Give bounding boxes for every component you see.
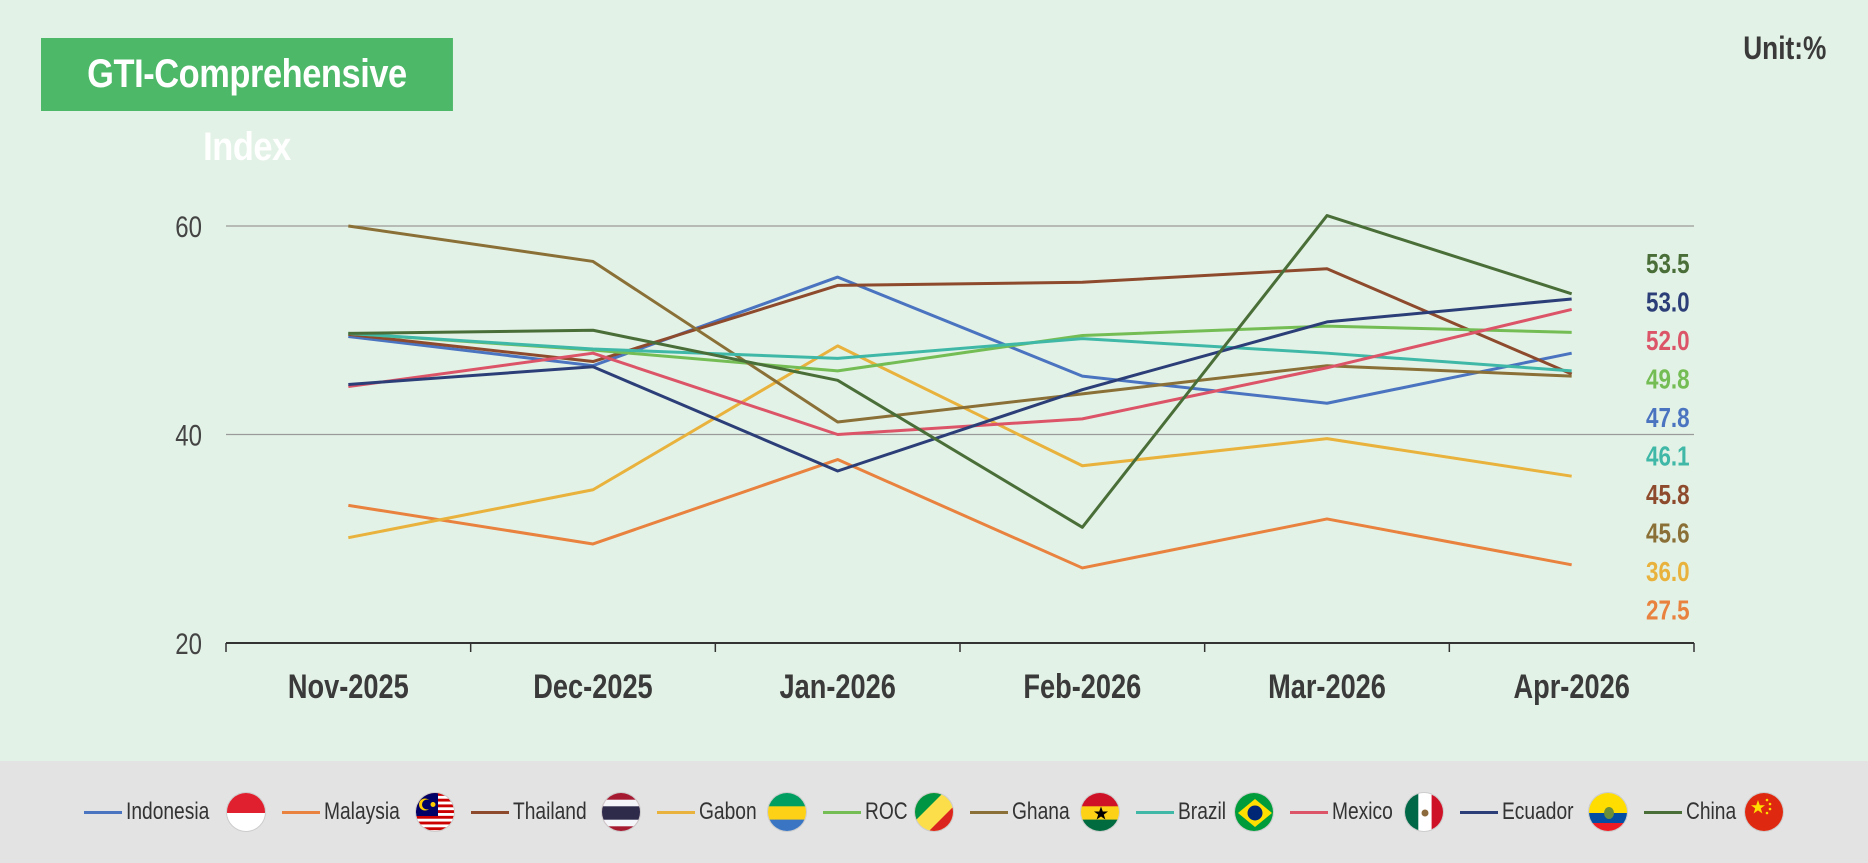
end-label-ghana: 45.6 <box>1646 518 1690 549</box>
legend-label: ROC <box>864 798 908 825</box>
roc-flag-icon <box>914 792 955 832</box>
legend-swatch <box>281 810 320 814</box>
chart-title: GTI-Comprehensive Index <box>41 38 453 169</box>
legend-item-roc: ROC <box>822 792 955 832</box>
indonesia-flag-icon <box>225 792 266 832</box>
legend-label: Ecuador <box>1502 798 1574 825</box>
legend-swatch <box>1136 810 1175 814</box>
x-tick-label: Nov-2025 <box>288 667 409 706</box>
malaysia-flag-icon <box>414 792 455 832</box>
x-tick-label: Jan-2026 <box>779 667 895 706</box>
line-chart: 20 40 60 Nov-2025 Dec-2025 Jan-2026 Feb-2026 Ma… <box>175 209 1695 706</box>
gabon-flag-icon <box>766 792 807 832</box>
series-line-ghana <box>348 224 1572 424</box>
series-lines <box>348 214 1573 570</box>
end-label-gabon: 36.0 <box>1646 557 1690 588</box>
end-label-china: 53.5 <box>1646 249 1690 280</box>
mexico-flag-icon <box>1404 792 1445 832</box>
axes: 20 40 60 Nov-2025 Dec-2025 Jan-2026 Feb-2026 Ma… <box>175 209 1695 706</box>
series-line-indonesia <box>348 275 1572 405</box>
legend-swatch <box>970 810 1009 814</box>
end-label-malaysia: 27.5 <box>1646 595 1690 626</box>
legend-item-ghana: Ghana <box>970 792 1121 832</box>
legend-label: Malaysia <box>323 798 400 825</box>
x-tick-label: Dec-2025 <box>533 667 652 706</box>
series-line-mexico <box>348 307 1573 436</box>
ecuador-flag-icon <box>1587 792 1628 832</box>
grid-lines <box>226 225 1694 436</box>
series-line-malaysia <box>348 458 1572 570</box>
legend-swatch <box>83 810 122 814</box>
x-tick-label: Mar-2026 <box>1268 667 1386 706</box>
end-labels: 53.5 53.0 52.0 49.8 47.8 46.1 45.8 45.6 36.0 27.5 <box>1646 249 1690 626</box>
legend-item-indonesia: Indonesia <box>83 792 266 832</box>
end-label-mexico: 52.0 <box>1646 326 1690 357</box>
y-tick-label: 40 <box>175 418 202 452</box>
legend-item-china: China <box>1643 792 1785 832</box>
legend-swatch <box>470 810 509 814</box>
legend-item-thailand: Thailand <box>470 792 641 832</box>
legend-swatch <box>822 810 861 814</box>
legend-label: Indonesia <box>125 798 210 825</box>
end-label-brazil: 46.1 <box>1646 441 1690 472</box>
legend-label: Ghana <box>1012 798 1070 825</box>
legend-swatch <box>1643 810 1682 814</box>
legend-label: Thailand <box>512 798 587 825</box>
series-line-china <box>348 214 1573 529</box>
legend-item-brazil: Brazil <box>1136 792 1275 832</box>
series-line-gabon <box>348 344 1572 540</box>
legend-label: China <box>1685 798 1736 825</box>
series-line-thailand <box>348 267 1573 376</box>
legend-item-ecuador: Ecuador <box>1460 792 1628 832</box>
end-label-thailand: 45.8 <box>1646 480 1690 511</box>
legend-swatch <box>656 810 695 814</box>
legend-label: Gabon <box>698 798 757 825</box>
ghana-flag-icon <box>1080 792 1121 832</box>
legend-label: Mexico <box>1332 798 1393 825</box>
legend-label: Brazil <box>1178 798 1227 825</box>
unit-label: Unit:% <box>1742 30 1826 66</box>
end-label-ecuador: 53.0 <box>1646 287 1690 318</box>
legend-item-malaysia: Malaysia <box>281 792 455 832</box>
china-flag-icon <box>1744 792 1785 832</box>
brazil-flag-icon <box>1234 792 1275 832</box>
legend: Indonesia Malaysia Thailand Gabon ROC Ghana Br… <box>0 761 1868 863</box>
x-tick-label: Feb-2026 <box>1023 667 1141 706</box>
series-line-ecuador <box>348 297 1572 473</box>
y-tick-label: 20 <box>175 626 202 660</box>
legend-item-mexico: Mexico <box>1290 792 1445 832</box>
end-label-roc: 49.8 <box>1646 364 1690 395</box>
legend-swatch <box>1460 810 1499 814</box>
legend-item-gabon: Gabon <box>656 792 807 832</box>
thailand-flag-icon <box>600 792 641 832</box>
y-tick-label: 60 <box>175 209 202 243</box>
series-line-brazil <box>348 331 1572 373</box>
end-label-indonesia: 47.8 <box>1646 403 1690 434</box>
x-tick-label: Apr-2026 <box>1514 667 1630 706</box>
legend-swatch <box>1290 810 1329 814</box>
